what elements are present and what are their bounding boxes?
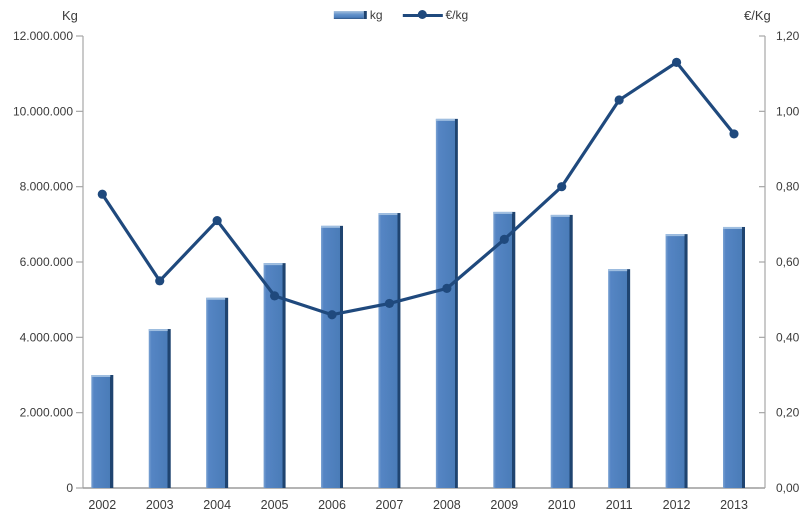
x-axis-tick-label: 2005 <box>261 498 289 512</box>
bar-top-cap <box>493 211 513 214</box>
x-axis-tick-label: 2012 <box>663 498 691 512</box>
bar-2005 <box>263 263 286 488</box>
bar-top-cap <box>550 214 570 217</box>
bar-top-cap <box>665 234 685 237</box>
right-axis-title: €/Kg <box>744 8 771 23</box>
bar-top-cap <box>608 269 628 272</box>
x-axis-tick-label: 2011 <box>606 498 633 512</box>
x-axis-tick-label: 2008 <box>433 498 461 512</box>
bar-2003 <box>148 329 171 488</box>
bar-2011 <box>608 269 631 488</box>
legend-entry-price: €/kg <box>402 8 469 22</box>
right-axis-tick-label: 1,00 <box>776 104 800 118</box>
x-axis-tick-label: 2013 <box>720 498 748 512</box>
price-marker-2013 <box>729 129 739 139</box>
price-marker-2012 <box>671 57 682 67</box>
left-axis-tick-label: 4.000.000 <box>20 330 74 344</box>
right-axis-tick-label: 0,40 <box>776 330 800 344</box>
bar-top-cap <box>148 329 168 332</box>
bar-2002 <box>91 375 114 488</box>
right-axis-tick-label: 0,60 <box>776 255 800 269</box>
x-axis-tick-label: 2002 <box>88 498 116 512</box>
left-axis-tick-label: 2.000.000 <box>20 406 74 420</box>
right-axis-tick-label: 0,80 <box>776 180 800 194</box>
price-marker-2009 <box>499 234 509 244</box>
bar-swatch-icon <box>333 11 367 19</box>
price-marker-2002 <box>97 189 107 199</box>
x-axis-tick-label: 2009 <box>490 498 518 512</box>
price-line <box>100 60 736 317</box>
x-axis-tick-label: 2006 <box>318 498 346 512</box>
legend-label-kg: kg <box>369 8 383 22</box>
price-marker-2010 <box>557 182 567 192</box>
price-marker-2011 <box>614 95 624 105</box>
x-axis-tick-label: 2010 <box>548 498 576 512</box>
price-marker-2008 <box>442 283 452 293</box>
right-axis-tick-label: 1,20 <box>776 29 800 43</box>
price-marker-2006 <box>327 310 337 320</box>
right-axis-tick-label: 0,20 <box>776 406 800 420</box>
price-marker-2005 <box>269 291 280 301</box>
line-swatch-icon <box>402 10 443 20</box>
price-marker-2003 <box>155 276 165 286</box>
bar-top-cap <box>723 226 742 229</box>
legend-label-price: €/kg <box>445 8 469 22</box>
bar-top-cap <box>263 263 283 266</box>
bar-2013 <box>723 226 745 488</box>
bar-2004 <box>206 297 229 488</box>
bar-2007 <box>378 213 401 489</box>
left-axis-tick-label: 12.000.000 <box>13 29 73 43</box>
bar-top-cap <box>91 375 111 377</box>
legend: kg €/kg <box>333 8 469 22</box>
legend-entry-kg: kg <box>333 8 383 22</box>
x-axis-tick-label: 2003 <box>146 498 174 512</box>
bar-2006 <box>321 225 344 488</box>
left-axis-tick-label: 0 <box>66 481 73 495</box>
bar-top-cap <box>378 213 398 216</box>
bar-2009 <box>493 211 516 489</box>
bar-top-cap <box>435 118 455 121</box>
bar-top-cap <box>206 297 226 300</box>
price-marker-2004 <box>212 215 222 226</box>
left-axis-tick-label: 10.000.000 <box>13 104 73 118</box>
left-axis-tick-label: 6.000.000 <box>20 255 74 269</box>
right-axis-tick-label: 0,00 <box>776 481 800 495</box>
x-axis-tick-label: 2007 <box>376 498 404 512</box>
x-axis-tick-label: 2004 <box>203 498 231 512</box>
price-marker-2007 <box>384 298 395 309</box>
left-axis-tick-label: 8.000.000 <box>20 180 74 194</box>
bar-top-cap <box>321 225 341 228</box>
bar-2008 <box>435 118 458 488</box>
bar-2012 <box>665 234 688 488</box>
bar-2010 <box>550 214 573 488</box>
left-axis-title: Kg <box>62 8 78 23</box>
